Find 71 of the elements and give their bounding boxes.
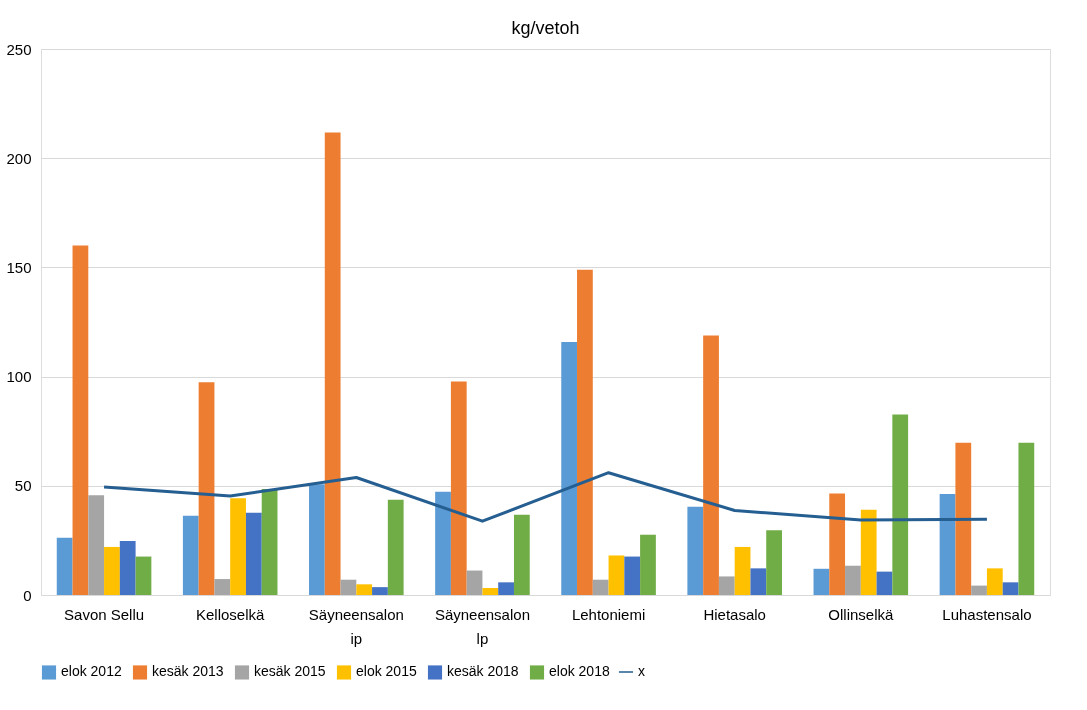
x-tick-label: Savon Sellu: [64, 605, 145, 623]
bar: [592, 579, 609, 595]
bar: [939, 494, 956, 595]
legend-label: elok 2015: [356, 663, 417, 680]
bar: [624, 556, 641, 595]
bar: [640, 534, 656, 595]
bar: [577, 269, 593, 595]
bar: [1002, 582, 1019, 595]
bar: [750, 568, 767, 595]
bar: [986, 568, 1003, 595]
bar: [813, 568, 830, 595]
bar: [971, 585, 987, 595]
bar: [687, 506, 704, 595]
y-tick-label: 250: [6, 40, 32, 58]
bar: [387, 499, 404, 595]
bar: [450, 381, 467, 595]
x-tick-label: Säyneensalon lp: [434, 605, 530, 647]
x-tick-label: Luhastensalo: [942, 605, 1032, 623]
legend-label: x: [638, 663, 645, 679]
bar: [513, 514, 530, 595]
bar: [498, 582, 514, 595]
x-tick-label: Hietasalo: [703, 605, 766, 623]
legend-label: kesäk 2015: [254, 663, 326, 680]
bar: [72, 245, 89, 595]
x-tick-label: Kelloselkä: [196, 605, 266, 623]
x-tick-label: Ollinselkä: [828, 605, 894, 623]
x-tick-label: Lehtoniemi: [571, 605, 646, 623]
bar: [1018, 442, 1035, 595]
bar: [860, 509, 877, 595]
line-series: [102, 471, 989, 523]
bar: [892, 414, 909, 595]
bar: [466, 570, 483, 595]
bar: [340, 579, 357, 595]
chart-title: kg/vetoh: [511, 18, 580, 38]
bar: [198, 382, 215, 595]
x-tick-label: Säyneensalon ip: [308, 605, 404, 647]
bar: [734, 546, 751, 595]
bar: [718, 576, 735, 595]
bar: [309, 484, 325, 595]
bar: [104, 546, 120, 595]
bar: [561, 342, 578, 595]
bar: [372, 587, 388, 595]
y-tick-label: 50: [14, 477, 32, 495]
bar: [119, 541, 136, 595]
bar: [845, 565, 861, 595]
bar: [829, 493, 846, 595]
bar: [356, 584, 373, 595]
bar: [608, 555, 625, 595]
bar: [135, 556, 152, 595]
bar: [435, 491, 451, 595]
bar: [230, 498, 246, 595]
bar: [482, 588, 499, 595]
y-tick-label: 0: [23, 586, 32, 604]
bar: [703, 335, 719, 595]
bar: [88, 495, 105, 595]
bar: [182, 515, 199, 595]
bar: [245, 512, 262, 595]
bar: [214, 579, 231, 595]
y-tick-label: 150: [6, 258, 32, 276]
legend-label: elok 2018: [549, 663, 610, 680]
legend-label: elok 2012: [61, 663, 122, 680]
legend-label: kesäk 2018: [447, 663, 519, 680]
y-tick-label: 100: [6, 368, 32, 386]
legend-label: kesäk 2013: [152, 663, 224, 680]
bar: [56, 537, 73, 595]
bar: [766, 530, 782, 595]
bar: [876, 571, 893, 595]
bar: [955, 442, 972, 595]
bar: [261, 489, 278, 595]
bar: [324, 132, 341, 595]
y-tick-label: 200: [6, 149, 32, 167]
